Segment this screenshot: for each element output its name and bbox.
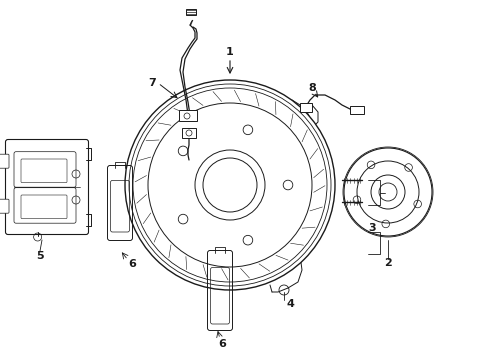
FancyBboxPatch shape [299, 103, 311, 112]
Text: 7: 7 [148, 78, 156, 88]
FancyBboxPatch shape [179, 110, 197, 121]
FancyBboxPatch shape [182, 128, 196, 138]
FancyBboxPatch shape [207, 251, 232, 330]
Text: 2: 2 [384, 258, 391, 268]
Text: 3: 3 [367, 223, 375, 233]
FancyBboxPatch shape [185, 9, 196, 15]
Circle shape [341, 146, 433, 238]
Text: 6: 6 [218, 339, 225, 349]
Circle shape [125, 80, 334, 290]
FancyBboxPatch shape [0, 154, 9, 168]
FancyBboxPatch shape [107, 166, 132, 240]
Text: 6: 6 [128, 259, 136, 269]
Text: 4: 4 [285, 299, 293, 309]
Text: 1: 1 [225, 47, 233, 57]
FancyBboxPatch shape [349, 106, 363, 114]
Bar [8, 142, 86, 232]
Text: 5: 5 [36, 251, 44, 261]
Text: 8: 8 [307, 83, 315, 93]
FancyBboxPatch shape [0, 199, 9, 213]
